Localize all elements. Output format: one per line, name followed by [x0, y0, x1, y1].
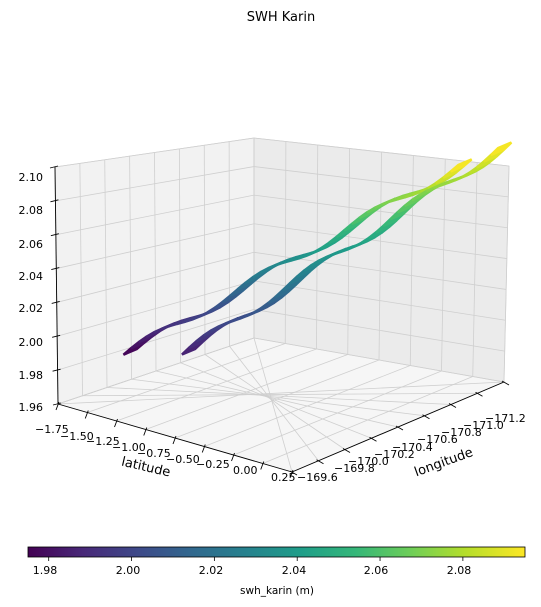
y-tick [501, 380, 510, 386]
z-tick [52, 368, 61, 372]
z-tick-label: 2.02 [19, 302, 44, 315]
grid-line [409, 155, 414, 366]
surface-patch [490, 141, 513, 157]
x-tick-label: 0.00 [233, 464, 258, 477]
grid-line [178, 148, 181, 363]
z-tick [51, 267, 60, 271]
x-tick [114, 418, 118, 428]
x-tick [231, 452, 235, 462]
y-tick-label: −170.2 [374, 448, 415, 461]
grid-line [472, 162, 478, 377]
swath-right [181, 141, 513, 356]
colorbar-tick-label: 2.02 [199, 564, 224, 577]
swath-left [122, 158, 473, 356]
y-tick [342, 448, 351, 453]
y-tick-label: −169.8 [334, 462, 375, 475]
y-tick-label: −171.0 [463, 419, 504, 432]
x-tick [55, 401, 60, 411]
grid-line [441, 158, 446, 372]
z-tick [49, 165, 59, 169]
y-tick [395, 425, 404, 431]
grid-line [155, 370, 399, 428]
z-tick-label: 1.98 [19, 369, 44, 382]
grid-line [378, 151, 382, 361]
grid-lines [54, 137, 510, 473]
grid-line [106, 387, 452, 405]
y-tick [316, 459, 324, 465]
y-tick-label: −170.0 [348, 455, 389, 468]
grid-line [253, 337, 293, 473]
y-tick-label: −169.6 [297, 471, 338, 484]
z-tick-label: 2.04 [19, 270, 44, 283]
grid-line [229, 346, 319, 461]
grid-line [79, 163, 83, 396]
grid-line [284, 141, 287, 344]
chart-title: SWH Karin [247, 10, 315, 25]
z-tick [50, 199, 59, 203]
y-tick [369, 436, 377, 442]
y-tick [289, 470, 298, 476]
y-tick-label: −170.6 [417, 433, 458, 446]
colorbar-tick-label: 2.00 [116, 564, 141, 577]
x-tick-label: −1.75 [35, 423, 69, 436]
colorbar-tick-label: 1.98 [33, 564, 58, 577]
grid-line [503, 165, 510, 383]
x-tick-label: −0.75 [137, 447, 171, 460]
y-tick-label: −170.8 [441, 426, 482, 439]
y-tick [448, 403, 457, 408]
colorbar-label: swh_karin (m) [240, 585, 314, 597]
z-tick-labels: 1.96 1.98 2.00 2.02 2.04 2.06 2.08 2.10 [19, 171, 44, 414]
x-tick-label: −1.25 [86, 435, 120, 448]
x-tick-label: 0.25 [271, 471, 296, 484]
x-tick [201, 444, 206, 453]
colorbar-ticks [48, 557, 464, 561]
y-tick-labels: −169.6 −169.8 −170.0 −170.2 −170.4 −170.… [297, 412, 526, 484]
grid-line [129, 156, 132, 380]
x-tick [84, 410, 89, 419]
z-axis-line [54, 166, 59, 405]
colorbar-tick-label: 2.08 [447, 564, 472, 577]
x-tick [289, 469, 294, 479]
z-tick-label: 2.06 [19, 238, 44, 251]
grid-line [131, 378, 425, 417]
colorbar-tick-label: 2.06 [364, 564, 389, 577]
grid-line [57, 381, 505, 405]
grid-line [347, 148, 351, 355]
z-tick [51, 300, 60, 304]
z-tick [52, 402, 62, 406]
y-tick-label: −171.2 [485, 412, 526, 425]
x-tick-label: −1.50 [60, 430, 94, 443]
z-tick-label: 2.10 [19, 171, 44, 184]
z-tick-label: 2.08 [19, 204, 44, 217]
axis-lines [49, 165, 510, 479]
colorbar-tick-labels: 1.98 2.00 2.02 2.04 2.06 2.08 [33, 564, 472, 577]
grid-line [204, 354, 346, 450]
grid-line [203, 145, 206, 355]
x-tick-label: −1.00 [112, 441, 146, 454]
x-tick [172, 435, 177, 445]
x-tick [260, 461, 265, 470]
grid-line [82, 392, 478, 397]
z-tick-label: 1.96 [19, 401, 44, 414]
y-tick-label: −170.4 [392, 441, 433, 454]
surface-patch [449, 158, 473, 173]
colorbar [27, 546, 526, 558]
z-tick [52, 334, 61, 338]
x-tick-label: −0.50 [166, 453, 200, 466]
x-tick-labels: −1.75 −1.50 −1.25 −1.00 −0.75 −0.50 −0.2… [35, 423, 296, 484]
x-tick-label: −0.25 [196, 458, 230, 471]
x-tick [143, 427, 148, 436]
z-tick-label: 2.00 [19, 336, 44, 349]
z-tick [50, 233, 59, 237]
grid-line [316, 144, 319, 350]
grid-line [180, 362, 372, 439]
colorbar-tick-label: 2.04 [282, 564, 307, 577]
y-tick [422, 414, 430, 420]
y-tick [475, 391, 483, 397]
surface-swaths [122, 141, 513, 356]
grid-line [104, 159, 108, 388]
